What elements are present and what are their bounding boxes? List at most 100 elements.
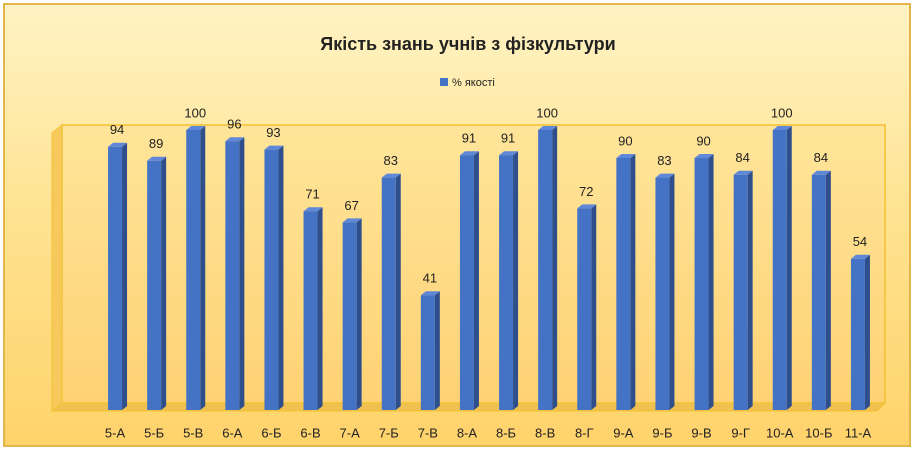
value-label: 83	[657, 153, 671, 168]
x-tick-label: 8-Г	[575, 425, 594, 440]
bar	[420, 295, 435, 410]
bar-side	[434, 291, 440, 410]
bar-top	[303, 207, 323, 212]
bar	[342, 222, 357, 410]
value-label: 100	[771, 105, 793, 120]
bar-side	[513, 151, 519, 410]
bar-top	[850, 254, 870, 259]
bar-top	[499, 151, 519, 156]
bar-top	[694, 154, 714, 158]
value-label: 90	[618, 133, 632, 148]
bar	[850, 258, 865, 410]
bar-side	[825, 170, 831, 410]
bar-top	[225, 137, 245, 142]
bar-side	[473, 151, 479, 410]
x-tick-label: 8-А	[457, 425, 478, 440]
x-tick-label: 10-А	[766, 425, 794, 440]
x-tick-label: 6-А	[222, 425, 243, 440]
x-tick-label: 8-Б	[496, 425, 516, 440]
bar-side	[122, 142, 128, 411]
bar-top	[264, 145, 284, 150]
bar-top	[108, 142, 128, 147]
value-label: 83	[384, 153, 398, 168]
bar	[733, 174, 748, 410]
value-label: 91	[462, 131, 476, 146]
bar-side	[708, 154, 714, 410]
value-label: 96	[227, 117, 241, 132]
x-tick-label: 6-В	[300, 425, 320, 440]
value-label: 54	[853, 234, 867, 249]
bar-side	[356, 218, 362, 410]
bar	[303, 211, 318, 410]
legend-label: % якості	[452, 77, 495, 89]
bar-top	[538, 126, 558, 130]
x-tick-label: 10-Б	[805, 425, 832, 440]
bar	[264, 149, 279, 410]
bar	[616, 158, 631, 410]
bar-side	[395, 173, 401, 410]
x-tick-label: 11-А	[845, 425, 872, 440]
x-tick-label: 5-Б	[144, 425, 164, 440]
bar-top	[381, 173, 401, 178]
bar-side	[317, 207, 323, 410]
bar-side	[747, 170, 753, 410]
bar	[381, 177, 396, 410]
legend-swatch	[440, 78, 448, 86]
bar-side	[786, 126, 792, 410]
x-tick-label: 5-А	[105, 425, 126, 440]
value-label: 90	[696, 133, 710, 148]
bar-top	[772, 126, 792, 130]
x-tick-label: 9-Б	[652, 425, 672, 440]
bar-side	[161, 156, 167, 410]
value-label: 84	[814, 150, 828, 165]
bar	[225, 141, 240, 410]
bar-side	[864, 254, 870, 410]
bar	[655, 177, 670, 410]
bar-top	[655, 173, 675, 178]
bar-top	[342, 218, 362, 223]
x-tick-label: 7-А	[340, 425, 361, 440]
bar-top	[459, 151, 479, 156]
bar	[147, 160, 162, 410]
bar-side	[278, 145, 284, 410]
value-label: 100	[536, 105, 558, 120]
side-wall	[51, 123, 63, 413]
bar	[108, 146, 123, 411]
bar-top	[577, 204, 597, 209]
bar	[538, 130, 553, 410]
bar-side	[669, 173, 675, 410]
x-tick-label: 9-А	[613, 425, 634, 440]
value-label: 67	[344, 198, 358, 213]
value-label: 41	[423, 271, 437, 286]
bar-side	[239, 137, 245, 410]
bar	[459, 155, 474, 410]
value-label: 100	[184, 105, 206, 120]
bar-top	[147, 156, 167, 161]
bar	[499, 155, 514, 410]
bar-side	[552, 126, 558, 410]
x-tick-label: 5-В	[183, 425, 203, 440]
bar	[694, 158, 709, 410]
x-tick-label: 7-В	[418, 425, 438, 440]
x-tick-label: 7-Б	[379, 425, 399, 440]
value-label: 72	[579, 184, 593, 199]
bar-side	[200, 126, 206, 410]
bar-top	[420, 291, 440, 296]
bar-top	[186, 126, 206, 130]
bar	[186, 130, 201, 410]
bar	[772, 130, 787, 410]
bar-side	[630, 154, 636, 410]
value-label: 89	[149, 136, 163, 151]
value-label: 94	[110, 122, 124, 137]
value-label: 93	[266, 125, 280, 140]
bar-top	[811, 170, 831, 175]
bar	[577, 208, 592, 410]
bar-side	[591, 204, 597, 410]
bar	[811, 174, 826, 410]
value-label: 91	[501, 131, 515, 146]
x-tick-label: 9-Г	[731, 425, 750, 440]
x-tick-label: 9-В	[691, 425, 711, 440]
x-tick-label: 8-В	[535, 425, 555, 440]
